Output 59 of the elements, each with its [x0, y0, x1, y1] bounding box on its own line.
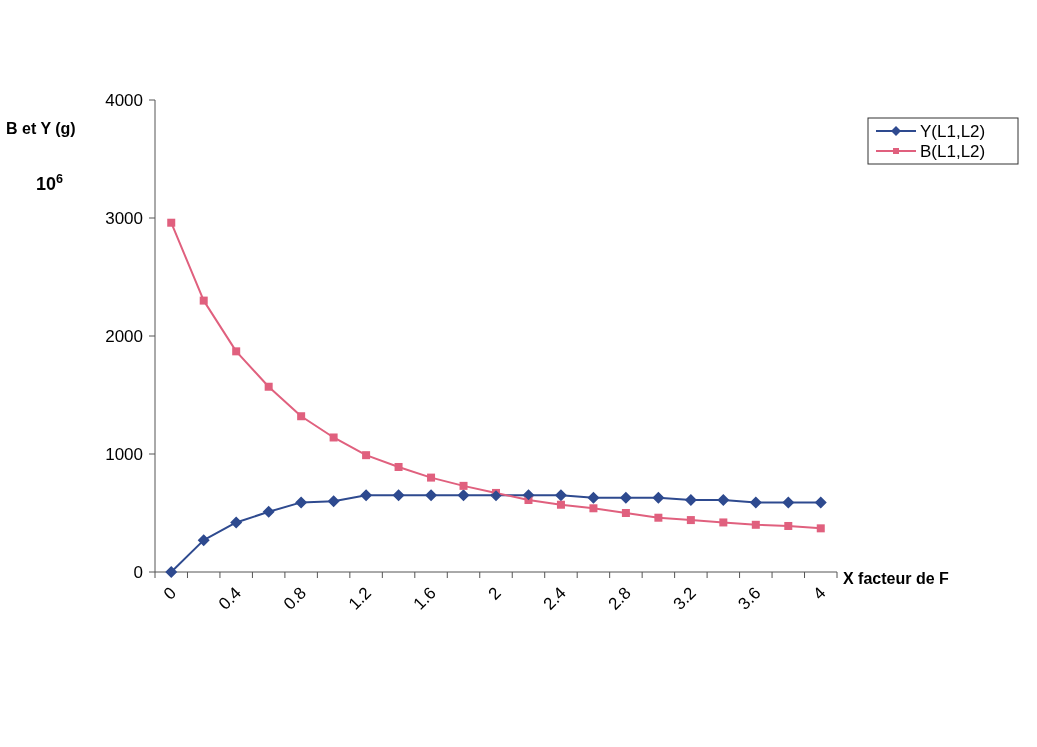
- point: [619, 491, 632, 504]
- point: [427, 473, 436, 482]
- point: [362, 451, 371, 460]
- point: [621, 509, 630, 517]
- x-tick-label: 1.6: [409, 583, 440, 614]
- point: [554, 489, 567, 502]
- x-tick-label: 2.4: [539, 583, 570, 614]
- point: [329, 433, 338, 442]
- x-tick-label: 2: [484, 583, 505, 604]
- text: 10$^{6}$: [36, 172, 64, 194]
- point: [816, 524, 825, 533]
- point: [197, 534, 210, 547]
- point: [262, 505, 275, 518]
- x-tick-label: 0.8: [279, 583, 310, 614]
- y-tick-label: 4000: [105, 90, 143, 110]
- point: [457, 489, 470, 502]
- point: [686, 516, 695, 525]
- point: [749, 496, 762, 509]
- y-tick-label: 1000: [105, 444, 143, 464]
- point: [199, 296, 208, 305]
- x-tick-label: 3.2: [669, 583, 700, 614]
- point: [719, 518, 728, 527]
- x-tick-label: 1.2: [344, 583, 375, 614]
- point: [652, 491, 665, 504]
- point: [587, 491, 600, 504]
- x-tick-label: 3.6: [734, 583, 765, 614]
- y-tick-label: 0: [133, 562, 143, 582]
- x-axis-title: X facteur de F: [843, 569, 950, 587]
- point: [167, 218, 176, 227]
- point: [425, 489, 438, 502]
- point: [297, 412, 306, 421]
- point: [782, 496, 795, 509]
- x-tick-label: 4: [809, 583, 830, 604]
- point: [556, 500, 565, 509]
- point: [459, 481, 468, 490]
- point: [784, 521, 793, 530]
- y-axis-title: B et Y (g): [6, 120, 76, 137]
- y-tick-label: 3000: [105, 208, 143, 228]
- point: [230, 516, 243, 529]
- x-tick-label: 2.8: [604, 583, 635, 614]
- point: [814, 496, 827, 509]
- point: [232, 347, 241, 356]
- y-tick-label: 2000: [105, 326, 143, 346]
- x-tick-label: 0.4: [214, 583, 246, 614]
- point: [295, 496, 308, 509]
- point: [264, 382, 273, 391]
- legend-label: B(L1,L2): [920, 141, 986, 161]
- point: [751, 520, 760, 529]
- point: [165, 566, 178, 578]
- x-tick-label: 0: [159, 583, 181, 604]
- legend-label: Y(L1,L2): [920, 121, 986, 141]
- point: [327, 495, 340, 508]
- point: [394, 462, 403, 471]
- point: [684, 494, 697, 507]
- point: [717, 494, 730, 507]
- point: [654, 513, 663, 522]
- point: [589, 504, 598, 513]
- point: [360, 489, 373, 502]
- point: [392, 489, 405, 502]
